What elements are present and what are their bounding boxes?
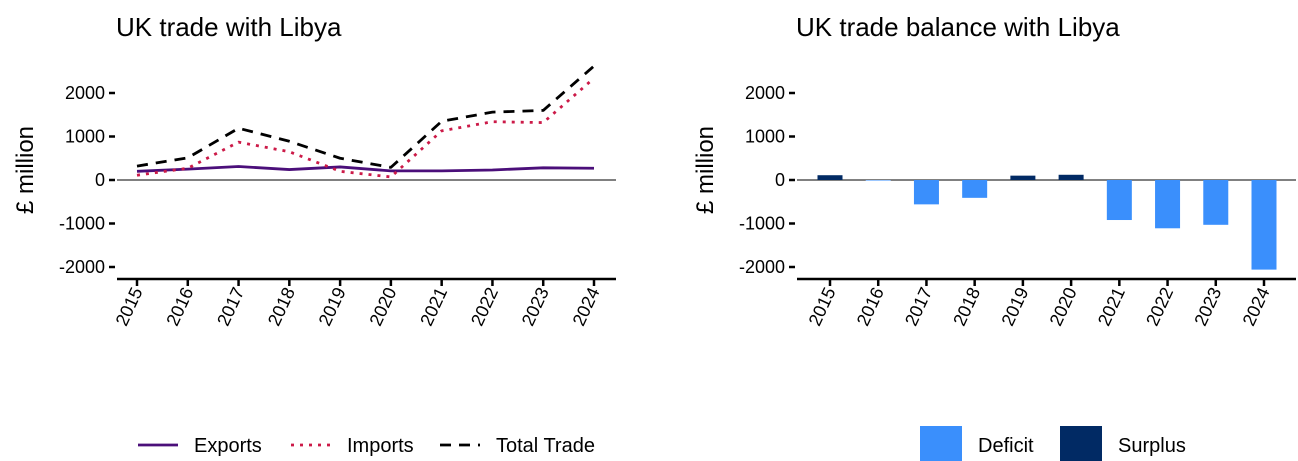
x-tick-label: 2015 <box>805 284 840 329</box>
y-axis-label: £ million <box>12 126 39 214</box>
y-tick-label: -1000 <box>59 214 105 234</box>
x-tick-label: 2022 <box>467 284 502 329</box>
bar <box>1106 180 1132 221</box>
y-tick-label: 0 <box>775 170 785 190</box>
legend-key <box>920 426 962 461</box>
y-tick-label: 1000 <box>65 127 105 147</box>
trade-line-chart: UK trade with Libya £ million 2000 1000 0 -… <box>12 12 616 457</box>
x-tick-label: 2021 <box>1094 284 1129 329</box>
x-tick-label: 2015 <box>112 284 147 329</box>
x-tick-label: 2019 <box>315 284 350 329</box>
chart-title: UK trade balance with Libya <box>796 12 1120 42</box>
y-tick-label: -1000 <box>739 214 785 234</box>
x-tick-label: 2020 <box>1046 284 1081 329</box>
legend: Deficit Surplus <box>920 426 1186 461</box>
legend-label: Imports <box>347 435 414 457</box>
x-tick-label: 2018 <box>949 284 984 329</box>
y-tick-label: 2000 <box>745 83 785 103</box>
x-tick-label: 2021 <box>416 284 451 329</box>
series-line-imports <box>136 77 595 179</box>
y-tick-label: 1000 <box>745 127 785 147</box>
y-tick-label: 2000 <box>65 83 105 103</box>
bar <box>1251 180 1277 270</box>
plot-area: 2000 1000 0 -1000 -2000 2015 2016 2017 2018 2019 2… <box>739 83 1296 329</box>
legend: Exports Imports Total Trade <box>138 435 595 457</box>
plot-area: 2000 1000 0 -1000 -2000 2015 2016 2017 2018 2019 2… <box>59 64 616 329</box>
x-tick-label: 2024 <box>569 284 604 329</box>
x-tick-label: 2017 <box>213 284 248 329</box>
bar <box>962 180 988 198</box>
legend-label: Total Trade <box>496 435 595 457</box>
legend-key <box>1060 426 1102 461</box>
bar <box>1010 175 1036 180</box>
legend-label: Surplus <box>1118 435 1186 457</box>
bar <box>865 180 891 181</box>
x-tick-label: 2016 <box>162 284 197 329</box>
y-tick-label: 0 <box>95 170 105 190</box>
legend-label: Deficit <box>978 435 1034 457</box>
y-tick-label: -2000 <box>739 257 785 277</box>
bar <box>817 175 843 180</box>
bar <box>913 180 939 205</box>
y-axis-label: £ million <box>692 126 719 214</box>
x-tick-label: 2023 <box>1190 284 1225 329</box>
x-tick-label: 2016 <box>853 284 888 329</box>
bar <box>1155 180 1181 229</box>
x-tick-label: 2020 <box>365 284 400 329</box>
x-tick-label: 2017 <box>901 284 936 329</box>
x-tick-label: 2018 <box>264 284 299 329</box>
series-line-total-trade <box>136 64 595 169</box>
x-tick-label: 2024 <box>1239 284 1274 329</box>
x-tick-label: 2022 <box>1142 284 1177 329</box>
trade-balance-bar-chart: UK trade balance with Libya £ million 20… <box>692 12 1296 461</box>
series-line-exports <box>136 165 595 173</box>
chart-title: UK trade with Libya <box>116 12 342 42</box>
y-tick-label: -2000 <box>59 257 105 277</box>
legend-label: Exports <box>194 435 262 457</box>
bar <box>1203 180 1229 225</box>
x-tick-label: 2019 <box>997 284 1032 329</box>
bar <box>1058 174 1084 180</box>
x-tick-label: 2023 <box>518 284 553 329</box>
